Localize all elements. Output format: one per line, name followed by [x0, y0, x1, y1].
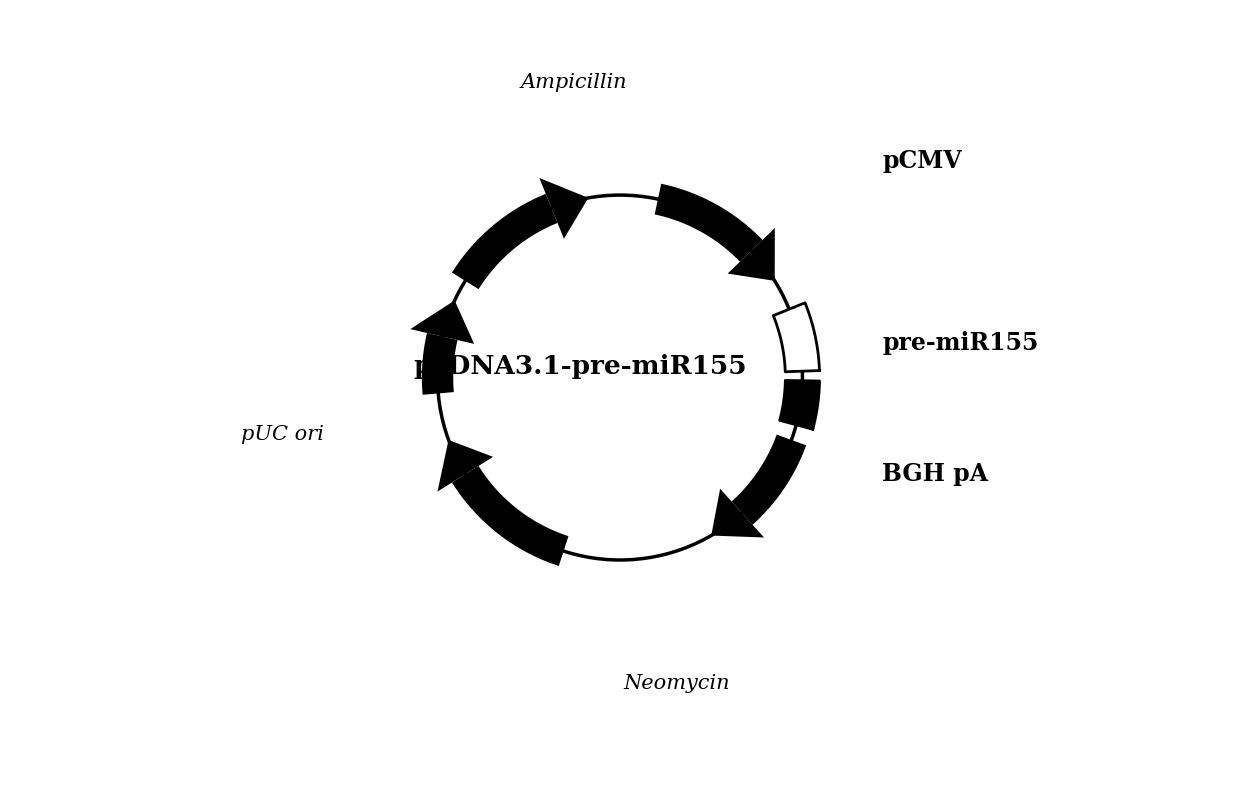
Polygon shape [774, 303, 820, 372]
Polygon shape [451, 194, 558, 289]
Polygon shape [712, 489, 764, 537]
Polygon shape [732, 435, 806, 525]
Text: pUC ori: pUC ori [241, 425, 324, 444]
Polygon shape [728, 228, 775, 281]
Text: BGH pA: BGH pA [883, 463, 988, 487]
Text: pre-miR155: pre-miR155 [883, 332, 1039, 355]
Polygon shape [780, 381, 820, 429]
Text: pCMV: pCMV [883, 149, 962, 173]
Polygon shape [410, 301, 474, 344]
Polygon shape [539, 178, 588, 238]
Text: Neomycin: Neomycin [624, 674, 730, 693]
Text: Ampicillin: Ampicillin [521, 73, 627, 92]
Polygon shape [655, 184, 763, 262]
Text: pcDNA3.1-pre-miR155: pcDNA3.1-pre-miR155 [413, 354, 746, 378]
Polygon shape [422, 333, 458, 395]
Polygon shape [451, 466, 568, 566]
Polygon shape [438, 440, 494, 491]
